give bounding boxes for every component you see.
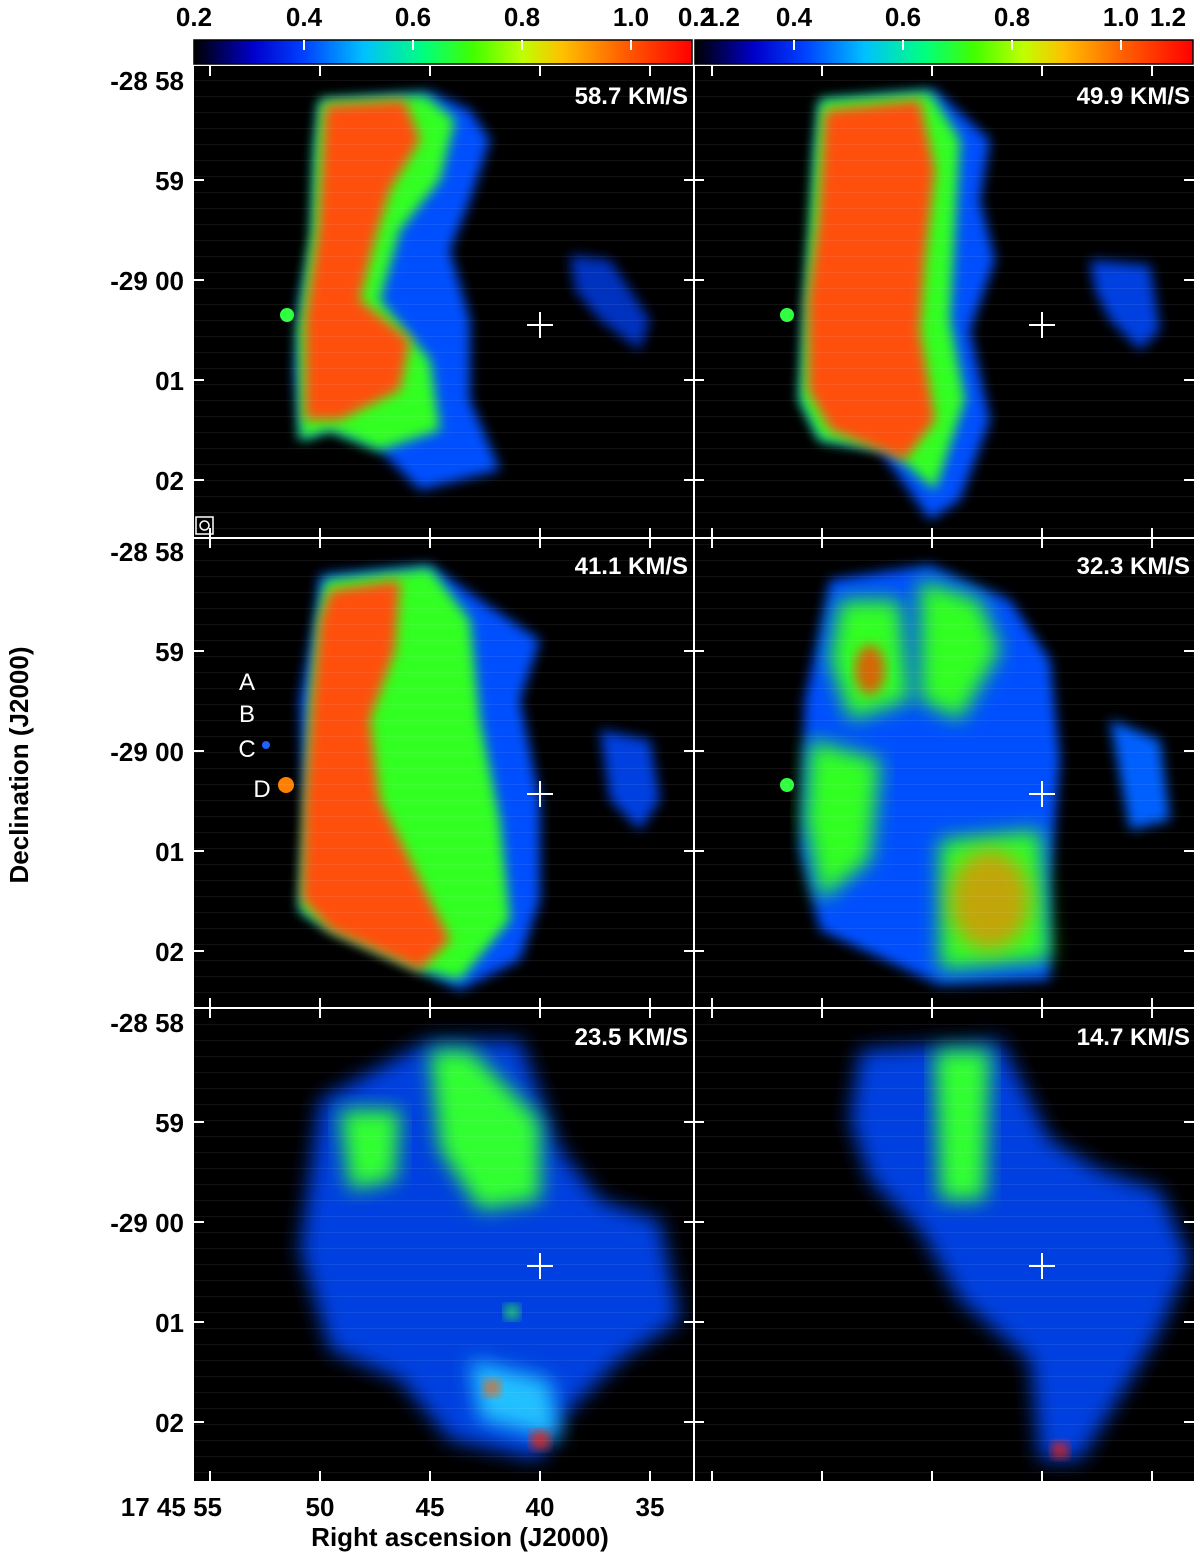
x-axis-tick-labels: 17 45 55 50 45 40 35 [121, 1492, 665, 1522]
cbar-tick-label: 0.8 [994, 2, 1030, 32]
cbar-tick-label: 0.2 [176, 2, 212, 32]
sgr-a-cross-markers [527, 312, 1055, 1279]
y-tick-label: -28 58 [110, 1008, 184, 1038]
colorbar-tick-marks [303, 40, 1122, 50]
cbar-tick-label: 0.6 [885, 2, 921, 32]
y-tick-label: -29 00 [110, 737, 184, 767]
y-tick-label: 59 [155, 637, 184, 667]
y-tick-label: -28 58 [110, 537, 184, 567]
cbar-tick-label: 1.0 [1103, 2, 1139, 32]
velocity-label: 14.7 KM/S [1077, 1024, 1190, 1051]
velocity-label: 41.1 KM/S [575, 553, 688, 580]
cbar-tick-label: 1.2 [1150, 2, 1186, 32]
y-tick-label: -28 58 [110, 66, 184, 96]
colorbar-left [193, 39, 693, 65]
x-tick-label: 17 45 55 [121, 1492, 222, 1522]
cbar-tick-label: 0.4 [776, 2, 813, 32]
panel-frames [194, 66, 1194, 1481]
x-tick-label: 35 [636, 1492, 665, 1522]
y-tick-label: 01 [155, 1308, 184, 1338]
y-tick-label: 01 [155, 837, 184, 867]
colorbar-right [694, 39, 1194, 65]
x-tick-label: 40 [526, 1492, 555, 1522]
y-tick-label: -29 00 [110, 1208, 184, 1238]
cbar-tick-label: 1.0 [613, 2, 649, 32]
colorbar-labels-left: 0.2 0.4 0.6 0.8 1.0 1.2 [176, 2, 740, 32]
x-axis-title: Right ascension (J2000) [311, 1522, 609, 1552]
y-axis-tick-labels: -28 58 59 -29 00 01 02 -28 58 59 -29 00 … [110, 66, 184, 1438]
y-tick-label: 02 [155, 937, 184, 967]
velocity-label: 23.5 KM/S [575, 1024, 688, 1051]
cbar-tick-label: 0.8 [504, 2, 540, 32]
cbar-tick-label: 0.4 [286, 2, 323, 32]
y-tick-label: 59 [155, 1108, 184, 1138]
cbar-tick-label: 0.2 [678, 2, 714, 32]
y-tick-label: 59 [155, 166, 184, 196]
velocity-label: 49.9 KM/S [1077, 83, 1190, 110]
y-axis-title: Declination (J2000) [4, 647, 34, 884]
beam-icon [195, 516, 214, 535]
y-tick-label: 01 [155, 366, 184, 396]
x-tick-label: 45 [416, 1492, 445, 1522]
y-tick-label: 02 [155, 466, 184, 496]
colorbar-labels-right: 0.2 0.4 0.6 0.8 1.0 1.2 [678, 2, 1186, 32]
x-tick-label: 50 [306, 1492, 335, 1522]
velocity-label: 58.7 KM/S [575, 83, 688, 110]
velocity-labels: 58.7 KM/S 49.9 KM/S 41.1 KM/S 32.3 KM/S … [575, 83, 1190, 1051]
y-tick-label: -29 00 [110, 266, 184, 296]
cbar-tick-label: 0.6 [395, 2, 431, 32]
y-tick-label: 02 [155, 1408, 184, 1438]
velocity-label: 32.3 KM/S [1077, 553, 1190, 580]
tick-marks [194, 66, 1194, 1481]
cbar-tick-label: 1.2 [704, 2, 740, 32]
